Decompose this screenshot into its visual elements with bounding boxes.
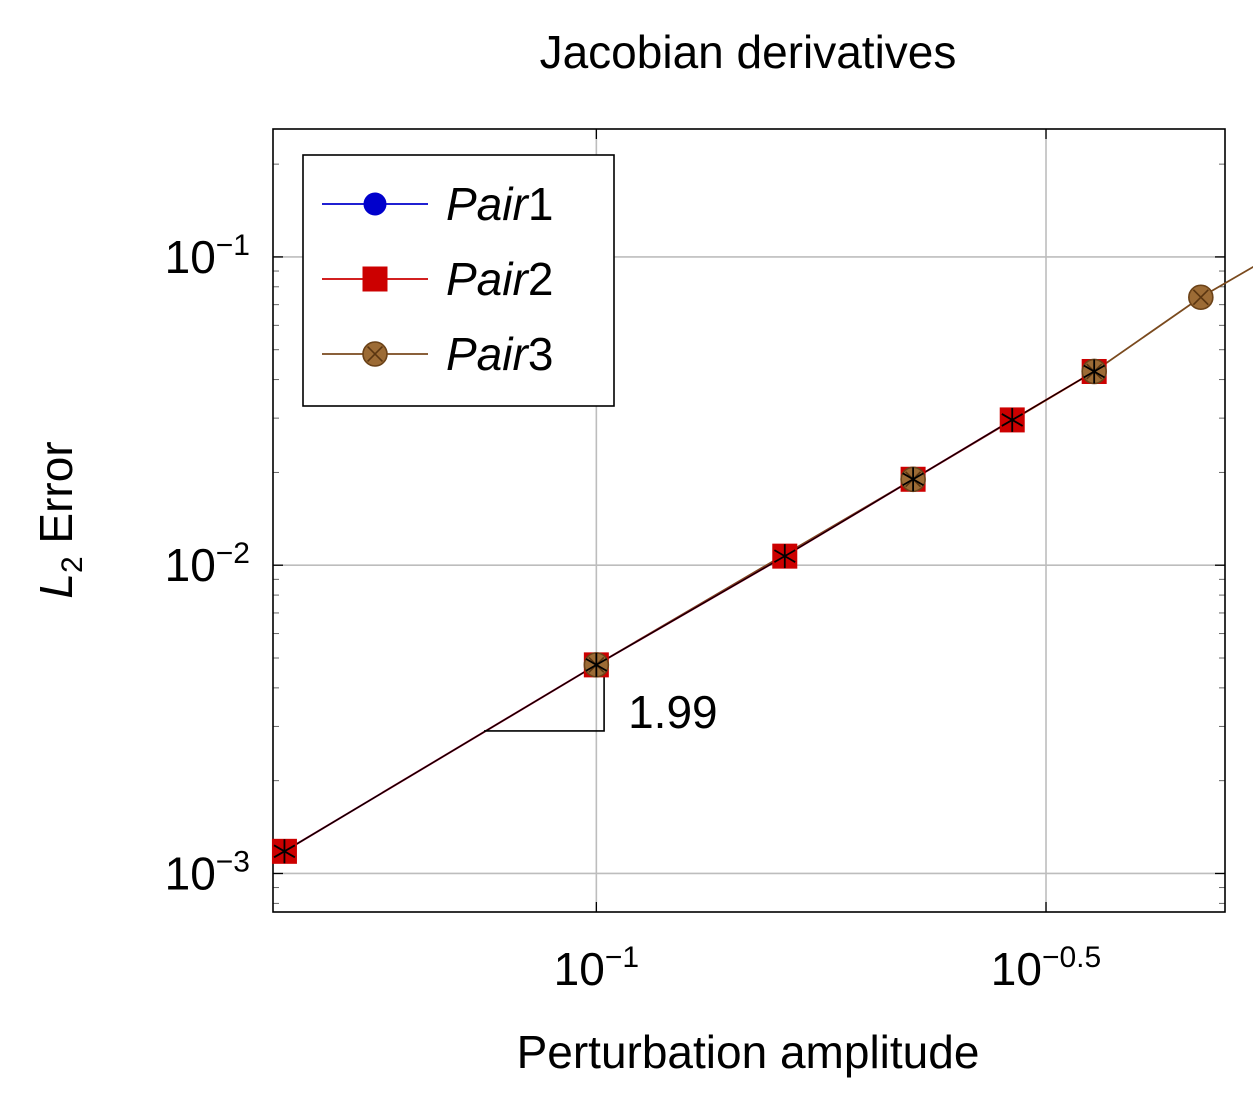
slope-triangle: 1.99 — [483, 669, 718, 738]
marker-Pair3-3 — [1188, 284, 1214, 311]
marker-Pair3-3-x2 — [1192, 289, 1209, 306]
y-tick-label-2: 10−1 — [165, 229, 250, 283]
x-tick-label-1: 10−0.5 — [991, 941, 1101, 995]
legend-marker-Pair2 — [362, 266, 388, 292]
y-tick-labels: 10−3 10−2 10−1 — [165, 229, 250, 900]
slope-triangle-legs — [483, 669, 605, 732]
y-axis-label-sub: 2 — [56, 556, 89, 573]
reference-star-5-arm-2 — [1083, 364, 1106, 379]
reference-star-1-arm-2 — [585, 658, 608, 672]
legend-marker-Pair1 — [363, 192, 387, 216]
reference-star-3-arm-2 — [902, 472, 924, 487]
series-line-Pair3 — [595, 265, 1253, 666]
legend-item-Pair3: Pair3 — [322, 328, 553, 380]
reference-star-4 — [1001, 407, 1024, 432]
y-tick-label-0: 10−3 — [165, 845, 250, 899]
reference-star-5 — [1083, 359, 1106, 384]
legend-box — [302, 154, 615, 407]
y-axis-label-main: L — [30, 573, 82, 599]
legend-label-Pair2: Pair2 — [446, 253, 553, 305]
reference-line — [284, 370, 1095, 852]
y-axis-label-rest: Error — [30, 441, 82, 556]
x-tick-label-0: 10−1 — [554, 941, 639, 995]
reference-star-2 — [773, 544, 796, 569]
legend-marker-Pair3-x2 — [366, 345, 384, 363]
legend-item-Pair1: Pair1 — [322, 178, 553, 230]
legend-marker-Pair3 — [362, 341, 388, 367]
legend-item-Pair2: Pair2 — [322, 253, 553, 305]
legend: Pair1 Pair2 Pair3 — [302, 154, 615, 407]
y-tick-label-1: 10−2 — [165, 537, 250, 591]
slope-label: 1.99 — [628, 686, 718, 738]
minor-ticks — [273, 163, 1225, 904]
legend-label-Pair1: Pair1 — [446, 178, 553, 230]
reference-star-0 — [273, 839, 296, 864]
legend-label-Pair3: Pair3 — [446, 328, 553, 380]
x-tick-labels: 10−1 10−0.5 — [554, 941, 1102, 995]
plot-frame — [272, 128, 1226, 913]
reference-star-4-arm-2 — [1001, 413, 1024, 427]
x-axis-label: Perturbation amplitude — [517, 1026, 980, 1078]
reference-star-2-arm-2 — [773, 549, 796, 563]
reference-star-1 — [585, 652, 608, 677]
chart-title: Jacobian derivatives — [540, 26, 957, 78]
reference-star-0-arm-2 — [273, 844, 296, 859]
svg-text:L2 Error: L2 Error — [30, 441, 89, 598]
y-axis-label: L2 Error — [30, 441, 89, 598]
reference-star-3 — [902, 467, 924, 492]
series-markers — [271, 284, 1214, 864]
